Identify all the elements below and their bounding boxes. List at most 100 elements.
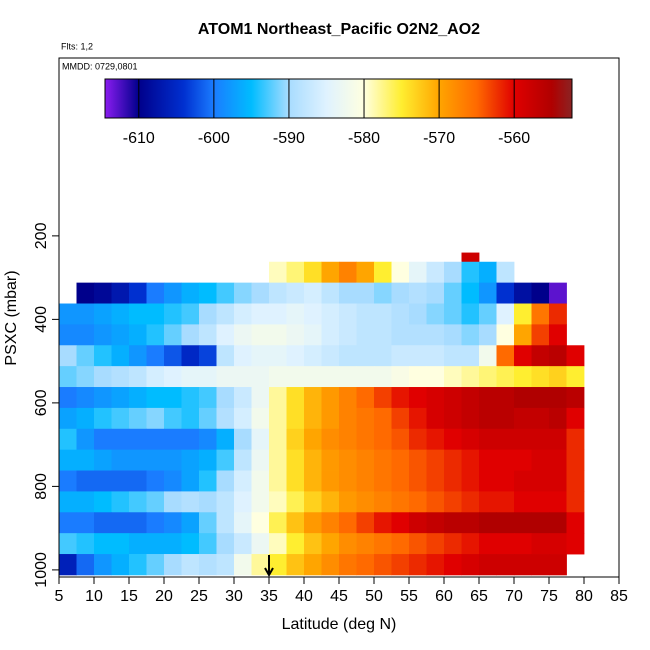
heat-cell (479, 533, 497, 555)
heat-cell (146, 533, 165, 555)
colorbar (104, 78, 573, 119)
heat-cell (216, 303, 235, 325)
heat-cell (129, 345, 147, 367)
heat-cell (549, 366, 567, 388)
heat-cell (321, 533, 340, 555)
heat-cell (111, 407, 130, 430)
heat-cell (59, 366, 77, 388)
heat-cell (164, 387, 182, 409)
heat-cell (199, 470, 217, 492)
heat-cell (181, 303, 200, 325)
heat-cell (531, 533, 550, 555)
heat-cell (356, 366, 375, 388)
colorbar-tick-label: -610 (123, 130, 155, 147)
heat-cell (479, 261, 497, 284)
heat-cell (216, 470, 235, 492)
heat-cell (531, 407, 550, 430)
heat-cell (251, 554, 270, 576)
heat-cell (531, 491, 550, 513)
heat-cell (531, 387, 550, 409)
heat-cell (549, 512, 567, 534)
heat-cell (59, 324, 77, 346)
heat-cell (496, 387, 515, 409)
heat-cell (129, 512, 147, 534)
heat-cell (496, 533, 515, 555)
heat-cell (321, 428, 340, 451)
heat-cell (286, 282, 305, 304)
heat-cell (164, 407, 182, 430)
heat-cell (479, 387, 497, 409)
heat-cell (339, 303, 357, 325)
heat-cell (514, 407, 532, 430)
heat-cell (391, 407, 410, 430)
heat-cell (374, 261, 392, 284)
heat-cell (426, 533, 445, 555)
heat-cell (549, 345, 567, 367)
heat-cell (216, 387, 235, 409)
heat-cell (146, 366, 165, 388)
colorbar-tick-label: -570 (423, 130, 455, 147)
heat-cell (531, 512, 550, 534)
heat-cell (514, 470, 532, 492)
heat-cell (199, 491, 217, 513)
heat-cell (531, 324, 550, 346)
heat-cell (321, 303, 340, 325)
heat-cell (94, 428, 112, 451)
heat-cell (391, 261, 410, 284)
heat-cell (59, 470, 77, 492)
x-tick-label: 15 (120, 588, 138, 605)
arrow (264, 555, 274, 578)
heat-cell (111, 428, 130, 451)
heat-cell (479, 449, 497, 471)
heat-cell (531, 303, 550, 325)
heat-cell (321, 512, 340, 534)
heat-cell (94, 387, 112, 409)
heat-cell (356, 428, 375, 451)
heat-cell (409, 261, 427, 284)
heat-cell (514, 449, 532, 471)
heat-cell (549, 491, 567, 513)
heat-cell (269, 512, 287, 534)
heat-cell (94, 533, 112, 555)
heat-cell (339, 345, 357, 367)
heat-cell (514, 366, 532, 388)
heat-cell (199, 512, 217, 534)
heat-cell (426, 407, 445, 430)
heat-cell (391, 470, 410, 492)
heat-cell (409, 491, 427, 513)
heat-cell (234, 449, 252, 471)
heat-cell (549, 282, 567, 304)
heat-cell (146, 345, 165, 367)
heat-cell (59, 345, 77, 367)
heat-cell (321, 345, 340, 367)
heat-cell (566, 533, 585, 555)
x-tick-label: 20 (155, 588, 173, 605)
colorbar-tick-label: -590 (273, 130, 305, 147)
heat-cell (409, 512, 427, 534)
heat-cell (479, 345, 497, 367)
heat-cell (94, 303, 112, 325)
heat-cell (304, 324, 322, 346)
heat-cell (321, 366, 340, 388)
heat-cell (129, 324, 147, 346)
heat-cell (426, 491, 445, 513)
heat-cell (444, 282, 462, 304)
heat-cell (94, 554, 112, 576)
heat-cell (129, 428, 147, 451)
heat-cell (479, 491, 497, 513)
heat-cell (199, 303, 217, 325)
heat-cell (496, 407, 515, 430)
heat-cell (444, 533, 462, 555)
heat-cell (304, 282, 322, 304)
heat-cell (94, 491, 112, 513)
heat-cell (426, 387, 445, 409)
heat-cell (76, 512, 95, 534)
heat-cell (111, 512, 130, 534)
heat-cell (146, 554, 165, 576)
heat-cell (251, 470, 270, 492)
heat-cell (461, 470, 480, 492)
heat-cell (321, 449, 340, 471)
heat-cell (409, 324, 427, 346)
heat-cell (199, 282, 217, 304)
heat-cell (356, 387, 375, 409)
